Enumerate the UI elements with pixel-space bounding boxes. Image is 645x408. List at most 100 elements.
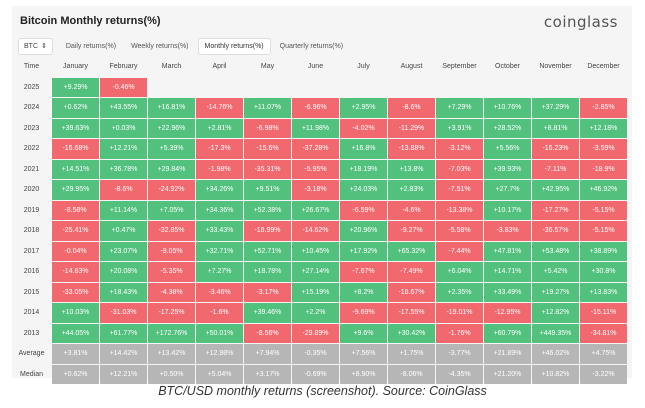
page-title: Bitcoin Monthly returns(%)	[20, 15, 161, 27]
return-cell	[340, 77, 387, 97]
return-cell: -5.58%	[436, 221, 483, 241]
median-cell: +5.04%	[196, 364, 243, 384]
return-cell: -7.49%	[388, 262, 435, 282]
return-cell: -1.6%	[196, 303, 243, 323]
column-header-december: December	[587, 63, 620, 71]
return-cell: -12.95%	[484, 303, 531, 323]
tab-quarterly[interactable]: Quarterly returns(%)	[279, 42, 344, 50]
return-cell: +39.63%	[52, 118, 99, 138]
return-cell: +2.35%	[436, 282, 483, 302]
row-label-year: 2024	[23, 104, 40, 112]
return-cell: -9.27%	[388, 221, 435, 241]
return-cell: -7.67%	[340, 262, 387, 282]
return-cell: -7.44%	[436, 241, 483, 261]
return-cell: +30.42%	[388, 323, 435, 343]
return-cell: -8.6%	[100, 180, 147, 200]
return-cell: +24.03%	[340, 180, 387, 200]
column-header-time: Time	[23, 63, 40, 71]
return-cell: -31.03%	[100, 303, 147, 323]
average-cell: +21.89%	[484, 344, 531, 364]
average-cell: +4.75%	[580, 344, 627, 364]
row-label-year: 2017	[23, 247, 40, 255]
return-cell: -17.55%	[388, 303, 435, 323]
return-cell: +18.43%	[100, 282, 147, 302]
median-cell: +21.20%	[484, 364, 531, 384]
return-cell: -9.69%	[340, 303, 387, 323]
return-cell: -6.98%	[244, 118, 291, 138]
median-cell: +0.62%	[52, 364, 99, 384]
return-cell: -25.41%	[52, 221, 99, 241]
tab-weekly[interactable]: Weekly returns(%)	[131, 42, 189, 50]
return-cell: +14.71%	[484, 262, 531, 282]
row-label-year: 2025	[23, 83, 40, 91]
return-cell: +20.08%	[100, 262, 147, 282]
return-cell: +14.51%	[52, 159, 99, 179]
return-cell: -11.29%	[388, 118, 435, 138]
return-cell: -4.6%	[388, 200, 435, 220]
return-cell: +52.38%	[244, 200, 291, 220]
return-cell: -17.3%	[196, 139, 243, 159]
return-cell: +7.27%	[196, 262, 243, 282]
return-cell: +0.03%	[100, 118, 147, 138]
return-cell: +16.81%	[148, 98, 195, 118]
return-cell	[244, 77, 291, 97]
return-cell: +65.32%	[388, 241, 435, 261]
return-cell: -17.27%	[532, 200, 579, 220]
column-header-march: March	[161, 63, 182, 71]
return-cell: -18.67%	[388, 282, 435, 302]
return-cell: -5.15%	[580, 221, 627, 241]
row-label-year: 2020	[23, 186, 40, 194]
return-cell: -7.11%	[532, 159, 579, 179]
tab-daily[interactable]: Daily returns(%)	[65, 42, 117, 50]
average-cell: +14.42%	[100, 344, 147, 364]
coinglass-logo: coinglass	[543, 13, 618, 31]
median-cell: +3.17%	[244, 364, 291, 384]
returns-table: Time January February March April May June July…	[12, 57, 627, 384]
return-cell: -5.15%	[580, 200, 627, 220]
return-cell: -3.46%	[196, 282, 243, 302]
average-cell: +12.98%	[196, 344, 243, 364]
return-cell: +43.55%	[100, 98, 147, 118]
return-cell: +8.81%	[532, 118, 579, 138]
average-cell: +3.81%	[52, 344, 99, 364]
return-cell: -33.05%	[52, 282, 99, 302]
return-cell: +11.14%	[100, 200, 147, 220]
return-cell: -34.81%	[580, 323, 627, 343]
return-cell: +12.82%	[532, 303, 579, 323]
average-cell: +1.75%	[388, 344, 435, 364]
row-label-year: 2015	[23, 288, 40, 296]
return-cell: -19.01%	[436, 303, 483, 323]
return-cell: +16.8%	[340, 139, 387, 159]
column-header-may: May	[260, 63, 275, 71]
coin-select[interactable]: BTC ⇕	[18, 37, 53, 55]
row-label-year: 2023	[23, 124, 40, 132]
return-cell: +18.19%	[340, 159, 387, 179]
return-cell: +30.8%	[580, 262, 627, 282]
column-header-february: February	[109, 63, 138, 71]
return-cell: -8.6%	[388, 98, 435, 118]
return-cell: -6.59%	[340, 200, 387, 220]
return-cell: +3.91%	[436, 118, 483, 138]
return-cell: +5.42%	[532, 262, 579, 282]
row-label-year: 2019	[23, 206, 40, 214]
return-cell	[148, 77, 195, 97]
median-cell: -8.06%	[388, 364, 435, 384]
return-cell: +26.67%	[292, 200, 339, 220]
return-cell: +37.29%	[532, 98, 579, 118]
row-label-year: 2021	[23, 165, 40, 173]
return-cell: -4.38%	[148, 282, 195, 302]
return-cell: +10.17%	[484, 200, 531, 220]
return-cell: +17.92%	[340, 241, 387, 261]
average-cell: -3.77%	[436, 344, 483, 364]
median-cell: +8.90%	[340, 364, 387, 384]
return-cell: -8.58%	[52, 200, 99, 220]
return-cell: +46.92%	[580, 180, 627, 200]
tab-monthly[interactable]: Monthly returns(%)	[197, 37, 271, 55]
return-cell	[436, 77, 483, 97]
return-cell	[292, 77, 339, 97]
column-header-august: August	[400, 63, 423, 71]
return-cell: -6.96%	[292, 98, 339, 118]
median-cell: +10.82%	[532, 364, 579, 384]
return-cell: +39.93%	[484, 159, 531, 179]
return-cell: +38.89%	[580, 241, 627, 261]
